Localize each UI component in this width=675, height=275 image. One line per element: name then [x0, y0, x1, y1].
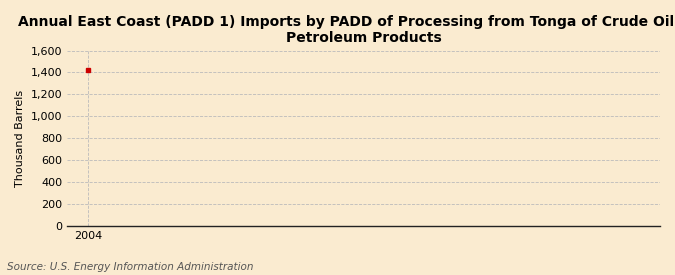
- Y-axis label: Thousand Barrels: Thousand Barrels: [15, 90, 25, 187]
- Title: Annual East Coast (PADD 1) Imports by PADD of Processing from Tonga of Crude Oil: Annual East Coast (PADD 1) Imports by PA…: [18, 15, 675, 45]
- Text: Source: U.S. Energy Information Administration: Source: U.S. Energy Information Administ…: [7, 262, 253, 272]
